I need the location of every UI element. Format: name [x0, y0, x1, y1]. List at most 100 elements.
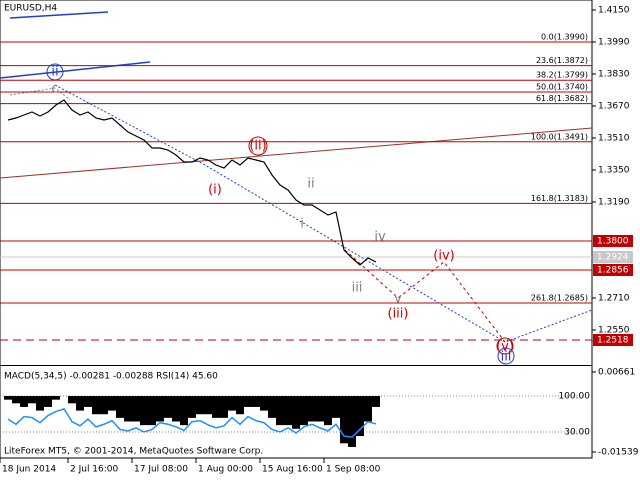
x-tick-label: 18 Jun 2014 [2, 465, 56, 475]
y-tick-label: 1.3670 [598, 102, 630, 112]
wave-label: iii [352, 281, 363, 296]
price-tag-label: 1.2518 [597, 336, 629, 346]
macd-bar [372, 396, 380, 407]
rsi-line [7, 407, 377, 438]
wave-circle [496, 337, 514, 355]
macd-bar [292, 396, 300, 429]
macd-bar [52, 396, 60, 400]
macd-bar [284, 396, 292, 426]
macd-bar [180, 396, 188, 426]
x-tick-label: 17 Jul 08:00 [134, 465, 188, 475]
macd-bar [204, 396, 212, 415]
macd-bar [212, 396, 220, 418]
wave-label: (ii) [249, 139, 266, 154]
y2-tick-label: 100.00 [559, 391, 591, 401]
wave-projection [344, 249, 506, 343]
price-tag [593, 251, 633, 263]
macd-bar [300, 396, 308, 426]
macd-bar [244, 396, 252, 407]
copyright: LiteForex MT5, © 2001-2014, MetaQuotes S… [4, 447, 263, 457]
macd-bar [156, 396, 164, 422]
y-tick-label: 1.3350 [598, 166, 630, 176]
wave-projection [54, 84, 593, 343]
price-tag-label: 1.2856 [597, 266, 629, 276]
wave-label: (iii) [388, 307, 409, 322]
macd-bar [172, 396, 180, 422]
macd-bar [236, 396, 244, 415]
price-line [7, 99, 377, 266]
x-tick-label: 2 Jul 16:00 [70, 465, 119, 475]
macd-bar [116, 396, 124, 418]
macd-bar [308, 396, 316, 422]
price-tag [593, 334, 633, 346]
fib-label: 50.0(1.3740) [536, 83, 588, 92]
macd-bar [228, 396, 236, 411]
macd-bar [164, 396, 172, 418]
macd-bar [76, 396, 84, 411]
y-tick-label: -0.01539 [598, 448, 639, 458]
macd-bar [108, 396, 116, 411]
chart-title: EURUSD,H4 [4, 4, 57, 14]
macd-bar [252, 396, 260, 407]
y-tick-label: 1.3510 [598, 134, 630, 144]
macd-bar [124, 396, 132, 422]
y-tick-label: 1.3190 [598, 198, 630, 208]
macd-bar [188, 396, 196, 418]
y-tick-label: 1.3830 [598, 70, 630, 80]
wave-label: (v) [496, 340, 514, 355]
macd-bar [148, 396, 156, 426]
x-tick-label: 1 Aug 00:00 [198, 465, 253, 475]
macd-bar [348, 396, 356, 447]
price-tag-label: 1.2924 [597, 253, 629, 263]
macd-bar [4, 396, 12, 400]
macd-bar [140, 396, 148, 426]
macd-bar [220, 396, 228, 418]
wave-circle [248, 136, 268, 156]
y2-tick-label: 30.00 [564, 427, 590, 437]
plot-frame [0, 0, 593, 459]
fib-label: 61.8(1.3682) [536, 94, 588, 103]
indicator-title: MACD(5,34,5) -0.00281 -0.00288 RSI(14) 4… [4, 372, 218, 382]
fib-label: 100.0(1.3491) [531, 132, 588, 141]
macd-bar [260, 396, 268, 411]
fib-label: 23.6(1.3872) [536, 56, 588, 65]
macd-bar [332, 396, 340, 418]
macd-bar [196, 396, 204, 415]
trend-line [0, 127, 593, 179]
y-tick-label: 1.3990 [598, 38, 630, 48]
macd-bar [324, 396, 332, 426]
macd-bar [276, 396, 284, 426]
macd-bar [132, 396, 140, 422]
price-tag-label: 1.3800 [597, 237, 629, 247]
x-tick-label: 1 Sep 08:00 [326, 465, 381, 475]
macd-bar [364, 396, 372, 422]
fib-label: 161.8(1.3183) [531, 194, 588, 203]
fib-label: 38.2(1.3799) [536, 71, 588, 80]
fib-label: 261.8(1.2685) [531, 294, 588, 303]
macd-bar [44, 396, 52, 407]
wave-label: i [300, 217, 304, 232]
macd-bar [68, 396, 76, 404]
trend-line [0, 61, 151, 79]
y-tick-label: 1.2550 [598, 326, 630, 336]
macd-bar [92, 396, 100, 415]
wave-label: v [394, 292, 402, 307]
price-tag [593, 264, 633, 276]
macd-bar [84, 396, 92, 407]
fib-label: 0.0(1.3990) [541, 33, 588, 42]
y-tick-label: 0.00661 [598, 368, 635, 378]
trend-line [9, 11, 109, 19]
macd-bar [316, 396, 324, 422]
macd-bar [340, 396, 348, 444]
wave-label: ii [307, 177, 314, 192]
macd-bar [100, 396, 108, 415]
y-tick-label: 1.2710 [598, 294, 630, 304]
y-tick-label: 1.4150 [598, 6, 630, 16]
wave-label: ii [51, 65, 58, 80]
macd-bar [268, 396, 276, 418]
wave-label: (iv) [433, 249, 454, 264]
wave-label: iv [374, 230, 386, 245]
macd-bar [28, 396, 36, 404]
